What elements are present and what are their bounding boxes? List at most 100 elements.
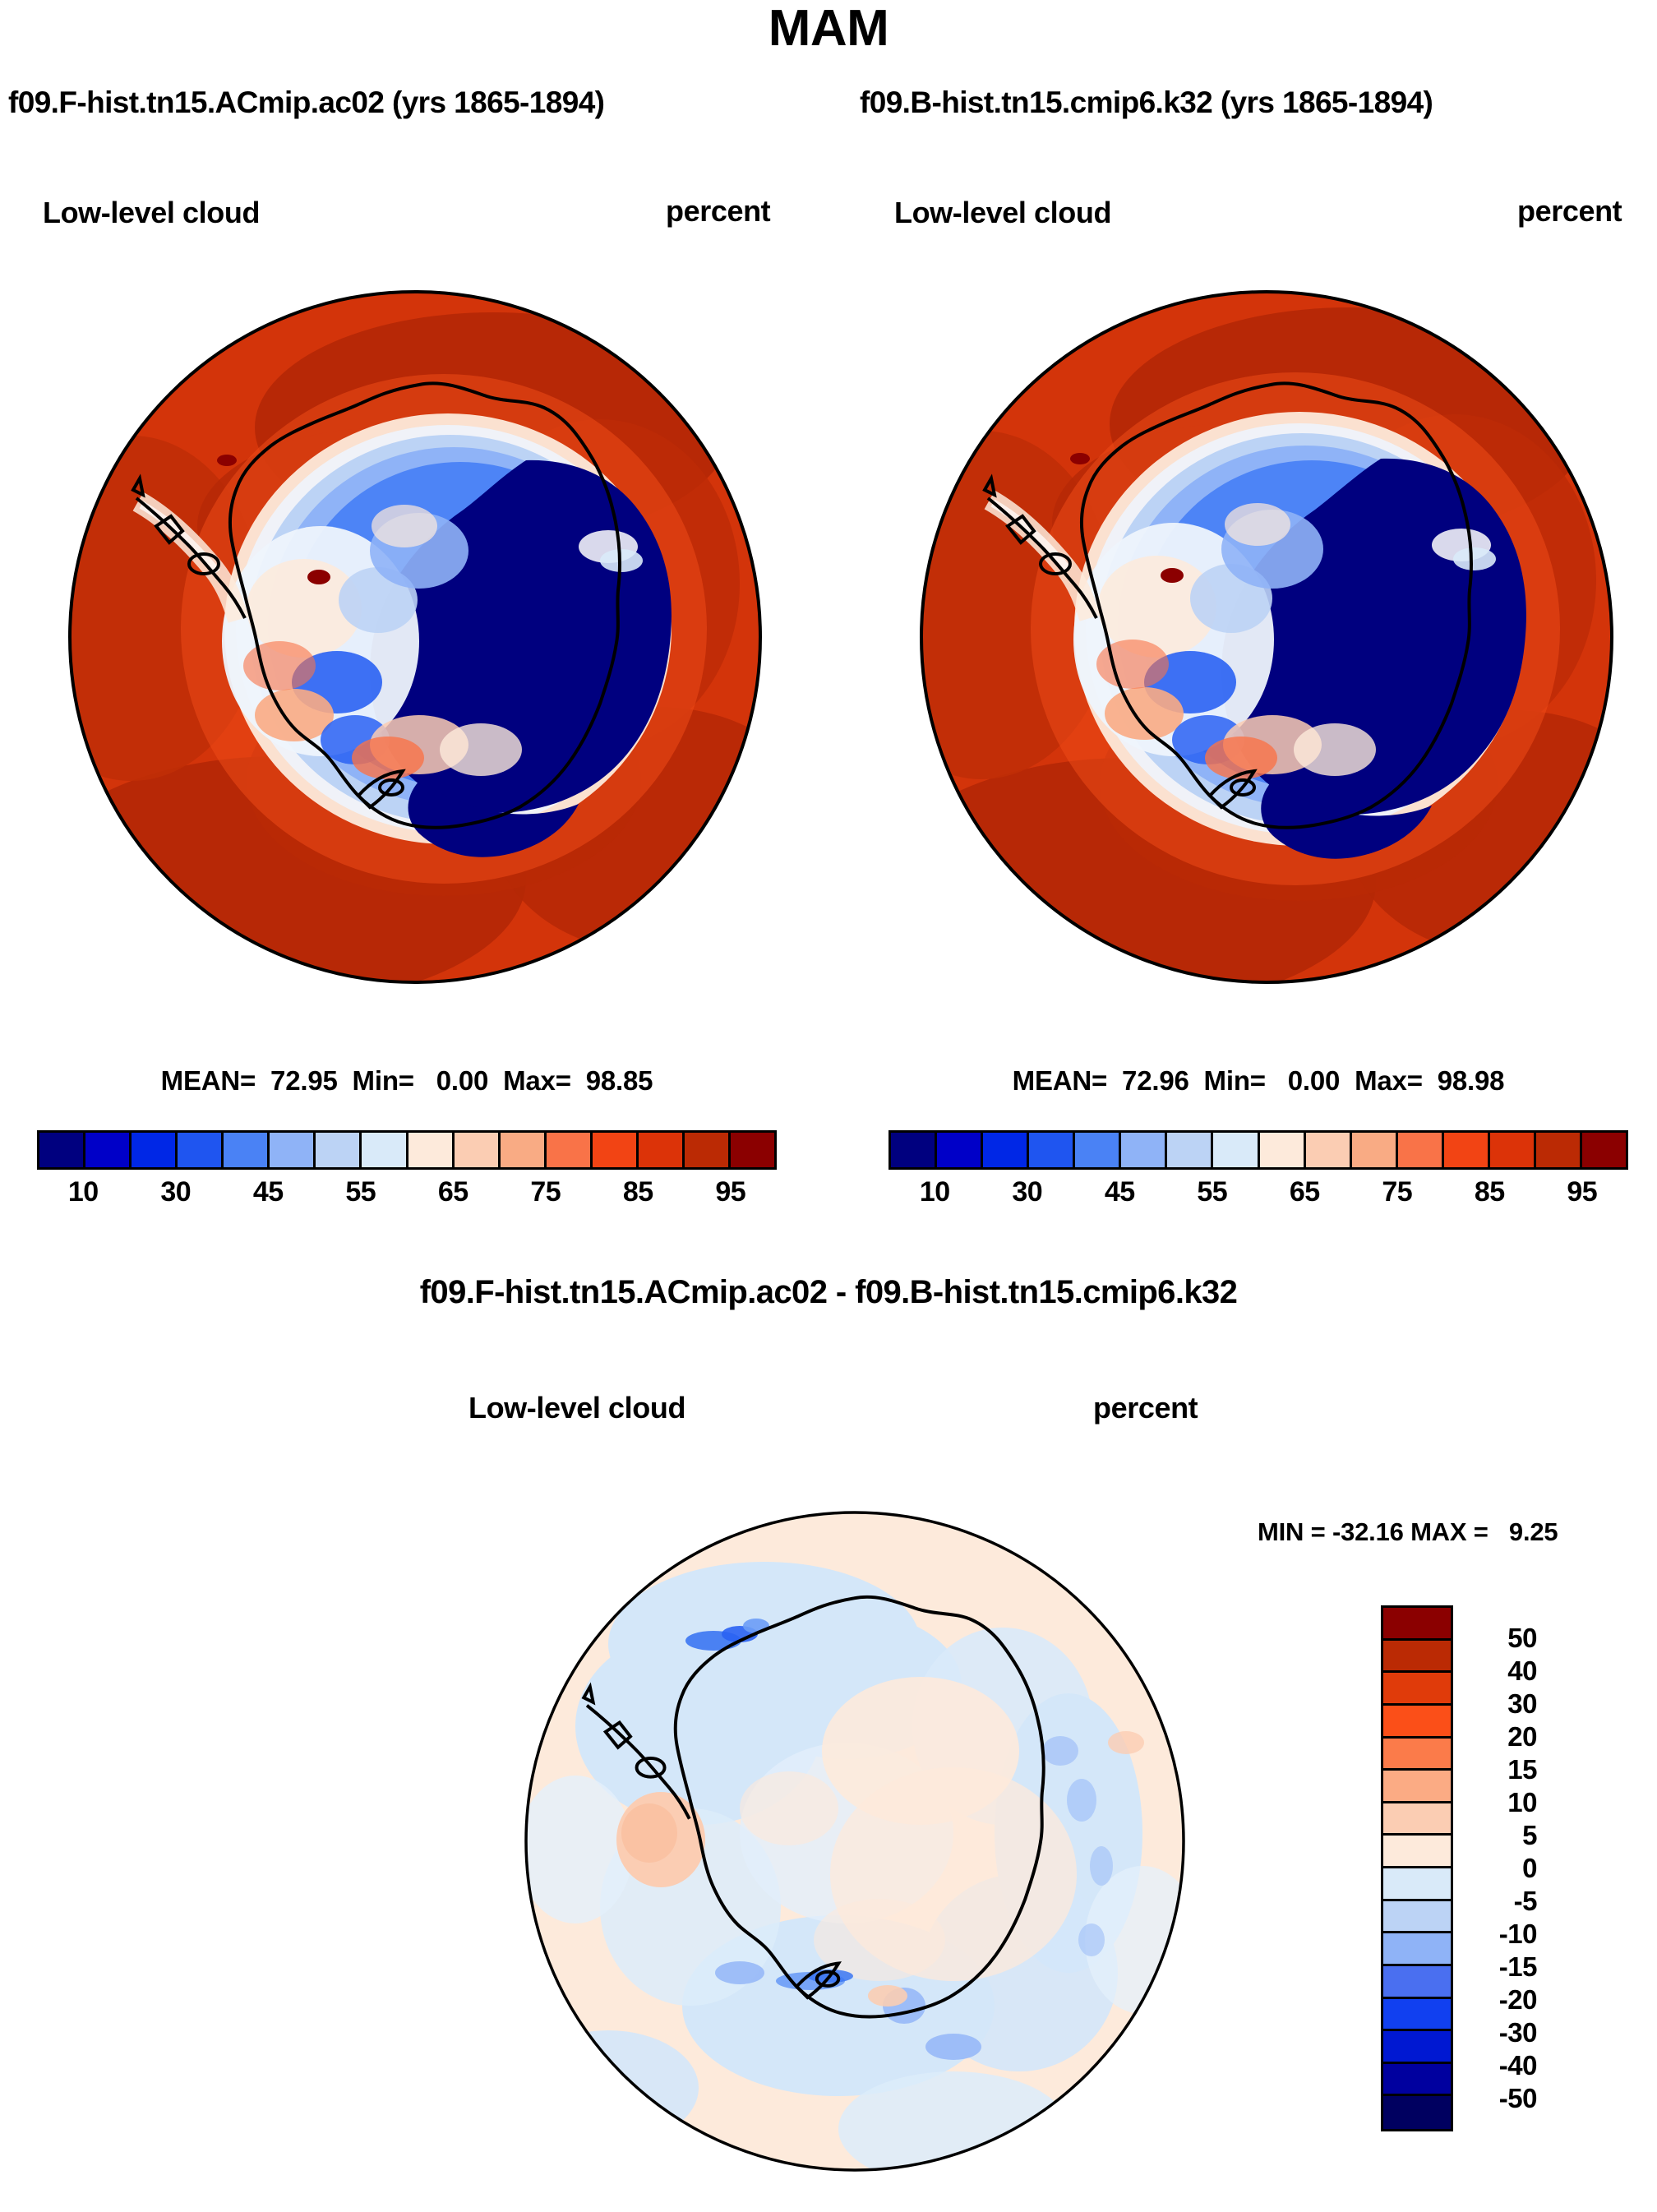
difference-colorbar-cells [1381,1605,1453,2131]
colorbar-cell [1213,1133,1260,1167]
colorbar-cell [1489,1133,1536,1167]
colorbar-tick-label: 85 [622,1176,653,1208]
colorbar-cell [1383,2031,1451,2064]
colorbar-cell [1167,1133,1214,1167]
figure-main-title: MAM [768,0,889,57]
colorbar-cell [1383,1900,1451,1934]
top-right-colorbar-ticks: 10 30 45 55 65 75 85 95 [889,1176,1628,1216]
colorbar-cell [1121,1133,1168,1167]
colorbar-cell [178,1133,224,1167]
colorbar-cell [39,1133,86,1167]
colorbar-cell [1443,1133,1490,1167]
top-right-stats: MEAN= 72.96 Min= 0.00 Max= 98.98 [1012,1065,1505,1096]
colorbar-tick-label: -30 [1498,2017,1538,2048]
top-right-polar-map [920,290,1613,984]
colorbar-tick-label: 20 [1507,1721,1537,1752]
colorbar-tick-label: 10 [67,1176,99,1208]
top-left-case-title: f09.F-hist.tn15.ACmip.ac02 (yrs 1865-189… [8,85,605,119]
colorbar-tick-label: -5 [1513,1886,1538,1916]
colorbar-cell [1383,2096,1451,2129]
colorbar-cell [1383,1836,1451,1868]
colorbar-cell [1383,1803,1451,1836]
colorbar-tick-label: 55 [1197,1176,1228,1208]
colorbar-cell [1383,2063,1451,2097]
colorbar-cell [1383,1965,1451,1999]
colorbar-tick-label: 95 [1567,1176,1598,1208]
colorbar-cell [1383,1933,1451,1966]
colorbar-tick-label: 30 [1012,1176,1043,1208]
top-right-units-label: percent [1517,194,1622,228]
top-right-case-title: f09.B-hist.tn15.cmip6.k32 (yrs 1865-1894… [860,85,1433,119]
colorbar-tick-label: -15 [1498,1951,1538,1982]
difference-minmax: MIN = -32.16 MAX = 9.25 [1258,1517,1558,1546]
colorbar-tick-label: -50 [1498,2083,1538,2113]
top-left-colorbar: 10 30 45 55 65 75 85 95 [37,1130,777,1216]
colorbar-cell [1075,1133,1122,1167]
difference-field-label: Low-level cloud [468,1391,686,1425]
colorbar-cell [684,1133,731,1167]
colorbar-cell [1383,1998,1451,2032]
colorbar-tick-label: -40 [1498,2050,1538,2080]
colorbar-tick-label: 95 [715,1176,746,1208]
colorbar-cell [1383,1738,1451,1771]
colorbar-tick-label: -20 [1498,1984,1538,2015]
colorbar-tick-label: 5 [1522,1820,1537,1850]
top-left-colorbar-cells [37,1130,777,1170]
colorbar-cell [638,1133,685,1167]
colorbar-cell [1259,1133,1306,1167]
colorbar-tick-label: 45 [252,1176,284,1208]
colorbar-cell [1581,1133,1626,1167]
top-left-field-label: Low-level cloud [43,196,261,229]
colorbar-cell [1383,1705,1451,1739]
colorbar-cell [224,1133,270,1167]
colorbar-tick-label: -10 [1498,1919,1538,1949]
colorbar-cell [316,1133,362,1167]
colorbar-cell [1383,1608,1451,1641]
difference-case-title: f09.F-hist.tn15.ACmip.ac02 - f09.B-hist.… [419,1274,1238,1310]
top-right-colorbar: 10 30 45 55 65 75 85 95 [889,1130,1628,1216]
colorbar-cell [546,1133,593,1167]
colorbar-tick-label: 10 [1507,1787,1537,1817]
colorbar-cell [983,1133,1030,1167]
colorbar-tick-label: 30 [160,1176,192,1208]
colorbar-cell [891,1133,938,1167]
colorbar-tick-label: 65 [1289,1176,1320,1208]
colorbar-cell [408,1133,455,1167]
difference-units-label: percent [1093,1391,1198,1425]
colorbar-cell [270,1133,316,1167]
colorbar-cell [730,1133,774,1167]
colorbar-cell [500,1133,547,1167]
colorbar-tick-label: 65 [437,1176,468,1208]
colorbar-cell [454,1133,501,1167]
colorbar-tick-label: 75 [1382,1176,1413,1208]
colorbar-tick-label: 50 [1507,1623,1537,1653]
colorbar-tick-label: 75 [530,1176,561,1208]
colorbar-cell [1383,1640,1451,1674]
top-left-units-label: percent [666,194,771,228]
top-left-colorbar-ticks: 10 30 45 55 65 75 85 95 [37,1176,777,1216]
colorbar-tick-label: 40 [1507,1656,1537,1686]
difference-polar-map [524,1511,1185,2172]
top-left-stats: MEAN= 72.95 Min= 0.00 Max= 98.85 [160,1065,653,1096]
colorbar-tick-label: 45 [1104,1176,1135,1208]
colorbar-cell [1535,1133,1582,1167]
colorbar-tick-label: 0 [1522,1853,1537,1883]
colorbar-tick-label: 30 [1507,1688,1537,1719]
difference-colorbar: 50 40 30 20 15 10 5 0 -5 -10 -15 -20 -30 -40 -50 [1381,1605,1595,2131]
colorbar-cell [1383,1771,1451,1803]
top-right-colorbar-cells [889,1130,1628,1170]
colorbar-tick-label: 10 [919,1176,950,1208]
colorbar-tick-label: 55 [345,1176,376,1208]
top-right-field-label: Low-level cloud [894,196,1112,229]
colorbar-tick-label: 85 [1474,1176,1505,1208]
colorbar-cell [1351,1133,1398,1167]
colorbar-tick-label: 15 [1507,1754,1537,1785]
colorbar-cell [1029,1133,1076,1167]
colorbar-cell [1397,1133,1444,1167]
difference-colorbar-ticks: 50 40 30 20 15 10 5 0 -5 -10 -15 -20 -30 -40 -50 [1463,1605,1553,2131]
colorbar-cell [937,1133,984,1167]
colorbar-cell [1305,1133,1352,1167]
colorbar-cell [592,1133,639,1167]
colorbar-cell [85,1133,132,1167]
